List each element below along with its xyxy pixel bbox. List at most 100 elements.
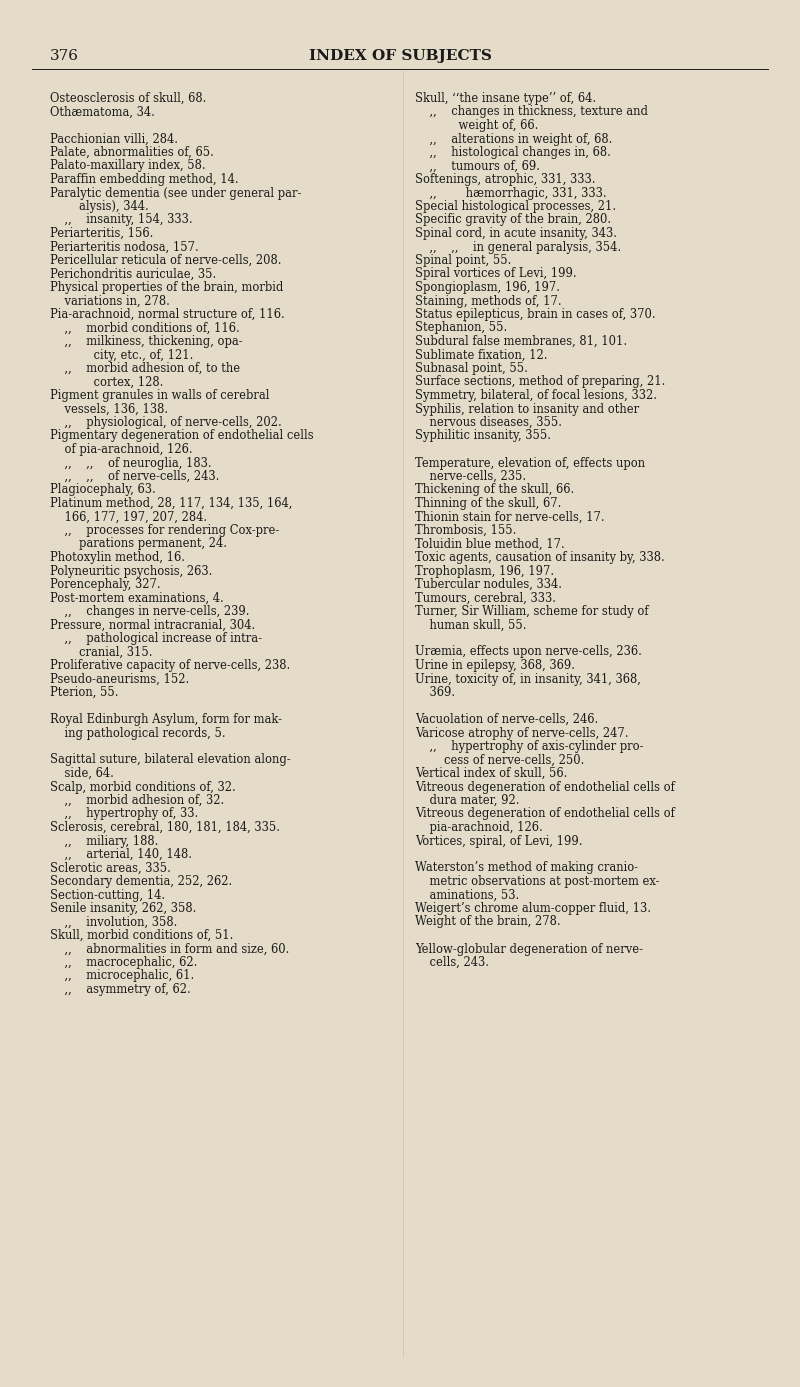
Text: Spinal point, 55.: Spinal point, 55. bbox=[415, 254, 511, 268]
Text: Urine, toxicity of, in insanity, 341, 368,: Urine, toxicity of, in insanity, 341, 36… bbox=[415, 673, 641, 685]
Text: Thickening of the skull, 66.: Thickening of the skull, 66. bbox=[415, 484, 574, 497]
Text: Pterion, 55.: Pterion, 55. bbox=[50, 687, 118, 699]
Text: city, etc., of, 121.: city, etc., of, 121. bbox=[50, 348, 194, 362]
Text: nerve-cells, 235.: nerve-cells, 235. bbox=[415, 470, 526, 483]
Text: 369.: 369. bbox=[415, 687, 455, 699]
Text: Palato-maxillary index, 58.: Palato-maxillary index, 58. bbox=[50, 160, 206, 172]
Text: ,,    morbid adhesion of, 32.: ,, morbid adhesion of, 32. bbox=[50, 793, 224, 807]
Text: cranial, 315.: cranial, 315. bbox=[50, 645, 153, 659]
Text: Softenings, atrophic, 331, 333.: Softenings, atrophic, 331, 333. bbox=[415, 173, 595, 186]
Text: Thionin stain for nerve-cells, 17.: Thionin stain for nerve-cells, 17. bbox=[415, 510, 605, 523]
Text: ,,    ,,    of neuroglia, 183.: ,, ,, of neuroglia, 183. bbox=[50, 456, 212, 470]
Text: Pressure, normal intracranial, 304.: Pressure, normal intracranial, 304. bbox=[50, 619, 255, 631]
Text: Uræmia, effects upon nerve-cells, 236.: Uræmia, effects upon nerve-cells, 236. bbox=[415, 645, 642, 659]
Text: Vitreous degeneration of endothelial cells of: Vitreous degeneration of endothelial cel… bbox=[415, 807, 675, 821]
Text: side, 64.: side, 64. bbox=[50, 767, 114, 779]
Text: ,,    hypertrophy of, 33.: ,, hypertrophy of, 33. bbox=[50, 807, 198, 821]
Text: Physical properties of the brain, morbid: Physical properties of the brain, morbid bbox=[50, 282, 283, 294]
Text: 166, 177, 197, 207, 284.: 166, 177, 197, 207, 284. bbox=[50, 510, 207, 523]
Text: ,,    changes in thickness, texture and: ,, changes in thickness, texture and bbox=[415, 105, 648, 118]
Text: Stephanion, 55.: Stephanion, 55. bbox=[415, 322, 507, 334]
Text: Osteosclerosis of skull, 68.: Osteosclerosis of skull, 68. bbox=[50, 92, 206, 105]
Text: variations in, 278.: variations in, 278. bbox=[50, 294, 170, 308]
Text: Photoxylin method, 16.: Photoxylin method, 16. bbox=[50, 551, 185, 565]
Text: Plagiocephaly, 63.: Plagiocephaly, 63. bbox=[50, 484, 156, 497]
Text: Post-mortem examinations, 4.: Post-mortem examinations, 4. bbox=[50, 591, 224, 605]
Text: Sagittal suture, bilateral elevation along-: Sagittal suture, bilateral elevation alo… bbox=[50, 753, 290, 767]
Text: Vertical index of skull, 56.: Vertical index of skull, 56. bbox=[415, 767, 567, 779]
Text: of pia-arachnoid, 126.: of pia-arachnoid, 126. bbox=[50, 442, 193, 456]
Text: Pacchionian villi, 284.: Pacchionian villi, 284. bbox=[50, 133, 178, 146]
Text: ,,    physiological, of nerve-cells, 202.: ,, physiological, of nerve-cells, 202. bbox=[50, 416, 282, 429]
Text: ,,    arterial, 140, 148.: ,, arterial, 140, 148. bbox=[50, 847, 192, 861]
Text: Periarteritis, 156.: Periarteritis, 156. bbox=[50, 227, 154, 240]
Text: cess of nerve-cells, 250.: cess of nerve-cells, 250. bbox=[415, 753, 584, 767]
Text: Vortices, spiral, of Levi, 199.: Vortices, spiral, of Levi, 199. bbox=[415, 835, 582, 847]
Text: pia-arachnoid, 126.: pia-arachnoid, 126. bbox=[415, 821, 542, 834]
Text: Spinal cord, in acute insanity, 343.: Spinal cord, in acute insanity, 343. bbox=[415, 227, 617, 240]
Text: ,,    alterations in weight of, 68.: ,, alterations in weight of, 68. bbox=[415, 133, 612, 146]
Text: Paralytic dementia (see under general par-: Paralytic dementia (see under general pa… bbox=[50, 186, 302, 200]
Text: Toluidin blue method, 17.: Toluidin blue method, 17. bbox=[415, 538, 565, 551]
Text: Periarteritis nodosa, 157.: Periarteritis nodosa, 157. bbox=[50, 240, 198, 254]
Text: Sclerotic areas, 335.: Sclerotic areas, 335. bbox=[50, 861, 171, 874]
Text: nervous diseases, 355.: nervous diseases, 355. bbox=[415, 416, 562, 429]
Text: 376: 376 bbox=[50, 49, 79, 62]
Text: Scalp, morbid conditions of, 32.: Scalp, morbid conditions of, 32. bbox=[50, 781, 236, 793]
Text: Skull, ‘‘the insane type’’ of, 64.: Skull, ‘‘the insane type’’ of, 64. bbox=[415, 92, 596, 105]
Text: Tubercular nodules, 334.: Tubercular nodules, 334. bbox=[415, 578, 562, 591]
Text: ,,    processes for rendering Cox-pre-: ,, processes for rendering Cox-pre- bbox=[50, 524, 279, 537]
Text: Temperature, elevation of, effects upon: Temperature, elevation of, effects upon bbox=[415, 456, 645, 470]
Text: Varicose atrophy of nerve-cells, 247.: Varicose atrophy of nerve-cells, 247. bbox=[415, 727, 629, 739]
Text: Subnasal point, 55.: Subnasal point, 55. bbox=[415, 362, 528, 374]
Text: Vacuolation of nerve-cells, 246.: Vacuolation of nerve-cells, 246. bbox=[415, 713, 598, 725]
Text: Spongioplasm, 196, 197.: Spongioplasm, 196, 197. bbox=[415, 282, 560, 294]
Text: Staining, methods of, 17.: Staining, methods of, 17. bbox=[415, 294, 562, 308]
Text: Syphilitic insanity, 355.: Syphilitic insanity, 355. bbox=[415, 430, 551, 442]
Text: Urine in epilepsy, 368, 369.: Urine in epilepsy, 368, 369. bbox=[415, 659, 575, 671]
Text: Skull, morbid conditions of, 51.: Skull, morbid conditions of, 51. bbox=[50, 929, 234, 942]
Text: INDEX OF SUBJECTS: INDEX OF SUBJECTS bbox=[309, 49, 491, 62]
Text: ,,    asymmetry of, 62.: ,, asymmetry of, 62. bbox=[50, 983, 190, 996]
Text: Sclerosis, cerebral, 180, 181, 184, 335.: Sclerosis, cerebral, 180, 181, 184, 335. bbox=[50, 821, 280, 834]
Text: aminations, 53.: aminations, 53. bbox=[415, 889, 519, 902]
Text: Sublimate fixation, 12.: Sublimate fixation, 12. bbox=[415, 348, 547, 362]
Text: Turner, Sir William, scheme for study of: Turner, Sir William, scheme for study of bbox=[415, 605, 649, 619]
Text: ,,    tumours of, 69.: ,, tumours of, 69. bbox=[415, 160, 540, 172]
Text: cortex, 128.: cortex, 128. bbox=[50, 376, 163, 388]
Text: ,,    hypertrophy of axis-cylinder pro-: ,, hypertrophy of axis-cylinder pro- bbox=[415, 741, 643, 753]
Text: Secondary dementia, 252, 262.: Secondary dementia, 252, 262. bbox=[50, 875, 232, 888]
Text: human skull, 55.: human skull, 55. bbox=[415, 619, 526, 631]
Text: Weight of the brain, 278.: Weight of the brain, 278. bbox=[415, 915, 561, 928]
Text: Pseudo-aneurisms, 152.: Pseudo-aneurisms, 152. bbox=[50, 673, 190, 685]
Text: Senile insanity, 262, 358.: Senile insanity, 262, 358. bbox=[50, 902, 196, 915]
Text: Pigment granules in walls of cerebral: Pigment granules in walls of cerebral bbox=[50, 388, 270, 402]
Text: Specific gravity of the brain, 280.: Specific gravity of the brain, 280. bbox=[415, 214, 611, 226]
Text: Pia-arachnoid, normal structure of, 116.: Pia-arachnoid, normal structure of, 116. bbox=[50, 308, 285, 320]
Text: Status epilepticus, brain in cases of, 370.: Status epilepticus, brain in cases of, 3… bbox=[415, 308, 656, 320]
Text: Thrombosis, 155.: Thrombosis, 155. bbox=[415, 524, 516, 537]
Text: Surface sections, method of preparing, 21.: Surface sections, method of preparing, 2… bbox=[415, 376, 666, 388]
Text: Pericellular reticula of nerve-cells, 208.: Pericellular reticula of nerve-cells, 20… bbox=[50, 254, 282, 268]
Text: Platinum method, 28, 117, 134, 135, 164,: Platinum method, 28, 117, 134, 135, 164, bbox=[50, 497, 292, 510]
Text: Waterston’s method of making cranio-: Waterston’s method of making cranio- bbox=[415, 861, 638, 874]
Text: Tumours, cerebral, 333.: Tumours, cerebral, 333. bbox=[415, 591, 556, 605]
Text: ,,    morbid adhesion of, to the: ,, morbid adhesion of, to the bbox=[50, 362, 240, 374]
Text: Paraffin embedding method, 14.: Paraffin embedding method, 14. bbox=[50, 173, 238, 186]
Text: dura mater, 92.: dura mater, 92. bbox=[415, 793, 519, 807]
Text: Porencephaly, 327.: Porencephaly, 327. bbox=[50, 578, 161, 591]
Text: Proliferative capacity of nerve-cells, 238.: Proliferative capacity of nerve-cells, 2… bbox=[50, 659, 290, 671]
Text: weight of, 66.: weight of, 66. bbox=[415, 119, 538, 132]
Text: ,,    insanity, 154, 333.: ,, insanity, 154, 333. bbox=[50, 214, 193, 226]
Text: Special histological processes, 21.: Special histological processes, 21. bbox=[415, 200, 616, 214]
Text: ,,    pathological increase of intra-: ,, pathological increase of intra- bbox=[50, 632, 262, 645]
Text: Yellow-globular degeneration of nerve-: Yellow-globular degeneration of nerve- bbox=[415, 943, 643, 956]
Text: ing pathological records, 5.: ing pathological records, 5. bbox=[50, 727, 226, 739]
Text: Syphilis, relation to insanity and other: Syphilis, relation to insanity and other bbox=[415, 402, 639, 416]
Text: ,,    involution, 358.: ,, involution, 358. bbox=[50, 915, 178, 928]
Text: Pigmentary degeneration of endothelial cells: Pigmentary degeneration of endothelial c… bbox=[50, 430, 314, 442]
Text: Polyneuritic psychosis, 263.: Polyneuritic psychosis, 263. bbox=[50, 565, 212, 577]
Text: metric observations at post-mortem ex-: metric observations at post-mortem ex- bbox=[415, 875, 659, 888]
Text: Palate, abnormalities of, 65.: Palate, abnormalities of, 65. bbox=[50, 146, 214, 160]
Text: Spiral vortices of Levi, 199.: Spiral vortices of Levi, 199. bbox=[415, 268, 577, 280]
